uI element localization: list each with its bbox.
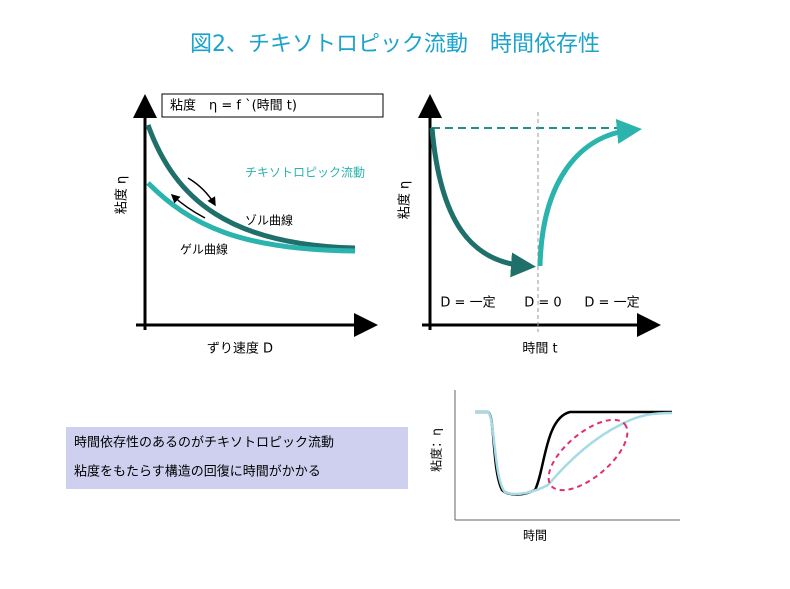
phase-label: D = 一定 [584,296,639,311]
x-label: 時間 [523,529,547,543]
black-curve [475,410,672,496]
arrow [187,177,216,207]
title: 図2、チキソトロピック流動 時間依存性 [190,32,600,57]
gel-curve [146,181,356,254]
small-chart: 粘度：η 時間 [429,390,680,543]
x-label: ずり速度 D [207,341,273,357]
phase-label: D = 一定 [440,296,495,311]
gel-label: ゲル曲線 [180,242,228,257]
right-chart: D = 一定 D = 0 D = 一定 粘度 η 時間 t [397,94,661,357]
phase-label: D = 0 [524,296,561,311]
x-label: 時間 t [522,342,557,357]
y-label: 粘度 η [114,176,130,214]
thixotropic-label: チキソトロピック流動 [245,166,365,180]
formula-box [161,93,384,118]
blue-curve [475,410,673,496]
y-label: 粘度：η [429,428,444,472]
arrow [170,193,206,219]
left-chart: 粘度 η = f `(時間 t) チキソトロピック流動 ゾル曲線 ゲル曲線 粘度… [114,93,384,357]
note-box [66,427,408,489]
note-line: 粘度をもたらす構造の回復に時間がかかる [74,464,321,480]
note-line: 時間依存性のあるのがチキソトロピック流動 [74,436,334,451]
formula: 粘度 η = f `(時間 t) [170,98,297,114]
sol-curve [145,124,356,251]
recovery-curve [537,119,642,267]
y-label: 粘度 η [397,181,413,219]
highlight [547,418,629,492]
decay-curve [429,127,536,278]
sol-label: ゾル曲線 [245,213,293,228]
